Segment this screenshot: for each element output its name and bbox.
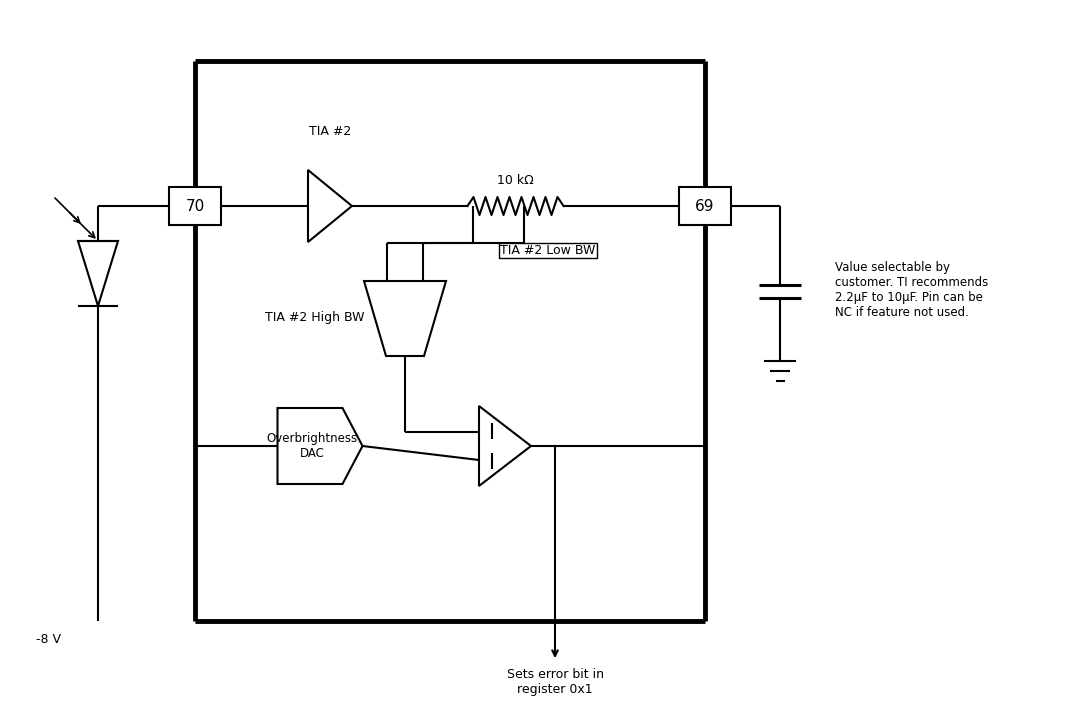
FancyBboxPatch shape [679,187,731,225]
Text: 10 kΩ: 10 kΩ [497,174,534,187]
Text: TIA #2 Low BW: TIA #2 Low BW [499,244,595,257]
Text: TIA #2 High BW: TIA #2 High BW [265,311,364,324]
Text: Overbrightness
DAC: Overbrightness DAC [266,432,358,460]
Text: TIA #2: TIA #2 [309,125,351,138]
FancyBboxPatch shape [169,187,222,225]
Text: 69: 69 [695,198,715,213]
Text: Value selectable by
customer. TI recommends
2.2μF to 10μF. Pin can be
NC if feat: Value selectable by customer. TI recomme… [835,261,988,319]
Text: 70: 70 [185,198,204,213]
Text: Sets error bit in
register 0x1: Sets error bit in register 0x1 [507,668,604,696]
Text: -8 V: -8 V [35,633,61,646]
